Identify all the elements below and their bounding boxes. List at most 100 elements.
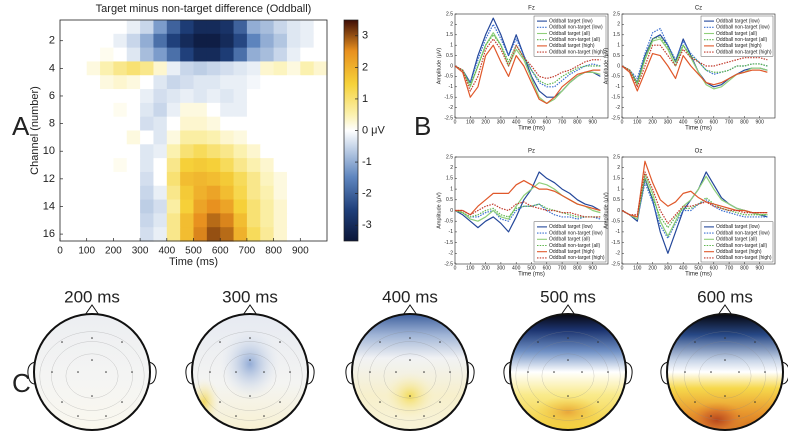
heatmap-cell	[193, 158, 208, 173]
legend-box	[700, 221, 774, 263]
topomap	[34, 314, 150, 430]
x-tick-label: 100	[633, 265, 642, 271]
heatmap-cell	[233, 116, 248, 132]
legend-label: Oddball non-target (high)	[549, 255, 605, 261]
heatmap-cell	[126, 89, 141, 104]
electrode	[235, 371, 237, 373]
heatmap-cell	[193, 213, 208, 228]
heatmap-cell	[273, 144, 288, 159]
heatmap-cell	[286, 130, 301, 145]
heatmap-cell	[300, 144, 315, 159]
x-tick-label: 400	[679, 265, 688, 271]
contour	[39, 331, 145, 421]
x-tick-label: 300	[497, 265, 506, 271]
heatmap-cell	[193, 185, 208, 201]
heatmap-cell	[260, 116, 275, 132]
heatmap-cell	[113, 75, 128, 90]
heatmap-cell	[153, 171, 168, 187]
heatmap-cell	[220, 116, 235, 132]
heatmap-cell	[206, 199, 221, 214]
colorbar-tick-label: 1	[362, 93, 368, 105]
x-tick-label: 800	[740, 265, 749, 271]
heatmap-cell	[273, 130, 288, 145]
heatmap-cell	[246, 185, 261, 201]
heatmap-cell	[73, 144, 88, 159]
heatmap-cell	[100, 199, 114, 214]
y-tick-label: 2.5	[446, 11, 453, 17]
y-tick-label: 1	[617, 186, 620, 192]
heatmap-cell	[233, 33, 248, 49]
heatmap-cell	[166, 75, 181, 90]
heatmap-cell	[233, 185, 248, 201]
heatmap-cell	[300, 171, 315, 187]
heatmap-cell	[126, 158, 141, 173]
heatmap-cell	[206, 61, 221, 76]
x-tick-label: 300	[664, 265, 673, 271]
heatmap-cell	[286, 199, 301, 214]
x-tick-label: 900	[756, 119, 765, 125]
heatmap-cell	[86, 102, 101, 118]
heatmap-cell	[126, 199, 141, 214]
heatmap-cell	[153, 33, 168, 49]
heatmap-cell	[73, 227, 88, 242]
nose	[84, 304, 100, 316]
y-tick-label: 2.5	[446, 154, 453, 160]
erp-line	[454, 38, 601, 92]
y-tick-label: 10	[43, 145, 55, 157]
electrode	[395, 415, 397, 417]
heatmap-cell	[260, 144, 275, 159]
heatmap-cell	[100, 185, 114, 201]
heatmap-cell	[286, 47, 301, 63]
electrode	[567, 395, 569, 397]
heatmap-cell	[86, 33, 101, 49]
heatmap-cell	[206, 171, 221, 187]
heatmap-cell	[180, 20, 195, 35]
x-tick-label: 500	[185, 246, 202, 257]
heatmap-cell	[233, 158, 248, 173]
legend-label: Oddball target (low)	[716, 18, 760, 24]
heatmap-cell	[273, 158, 288, 173]
legend-label: Oddball target (low)	[549, 224, 593, 230]
heatmap-cell	[273, 171, 288, 187]
contour	[197, 331, 303, 421]
x-tick-label: 200	[105, 246, 122, 257]
y-tick-label: -2	[616, 105, 621, 111]
heatmap-cell	[60, 102, 74, 118]
heatmap-cell	[140, 130, 155, 145]
heatmap-cell	[153, 158, 168, 173]
heatmap-cell	[113, 227, 128, 242]
heatmap-cell	[193, 144, 208, 159]
heatmap-cell	[73, 171, 88, 187]
heatmap-cell	[206, 185, 221, 201]
y-tick-label: 4	[49, 62, 55, 74]
heatmap-cell	[206, 47, 221, 63]
erp-line	[454, 23, 601, 88]
heatmap-cell	[113, 171, 128, 187]
electrode	[694, 401, 696, 403]
electrode	[379, 341, 381, 343]
topomap	[667, 314, 783, 430]
head-outline	[33, 313, 151, 431]
y-tick-label: -0.5	[444, 74, 453, 80]
heatmap-cell	[153, 227, 168, 242]
heatmap-cell	[166, 144, 181, 159]
heatmap-cell	[313, 33, 328, 49]
heatmap-cell	[86, 20, 101, 35]
heatmap-cell	[273, 116, 288, 132]
contour	[51, 341, 133, 411]
electrode	[724, 395, 726, 397]
heatmap-cell	[286, 89, 301, 104]
heatmap-cell	[246, 116, 261, 132]
heatmap-cell	[313, 199, 328, 214]
heatmap-cell	[193, 130, 208, 145]
heatmap-cell	[273, 20, 288, 35]
x-tick-label: 600	[543, 119, 552, 125]
heatmap-cell	[126, 61, 141, 76]
heatmap-cell	[140, 75, 155, 90]
head-outline	[666, 313, 784, 431]
legend-label: Oddball target (high)	[549, 249, 595, 255]
electrode	[567, 359, 569, 361]
electrode	[764, 371, 766, 373]
electrode	[439, 401, 441, 403]
heatmap-cell	[100, 61, 114, 76]
